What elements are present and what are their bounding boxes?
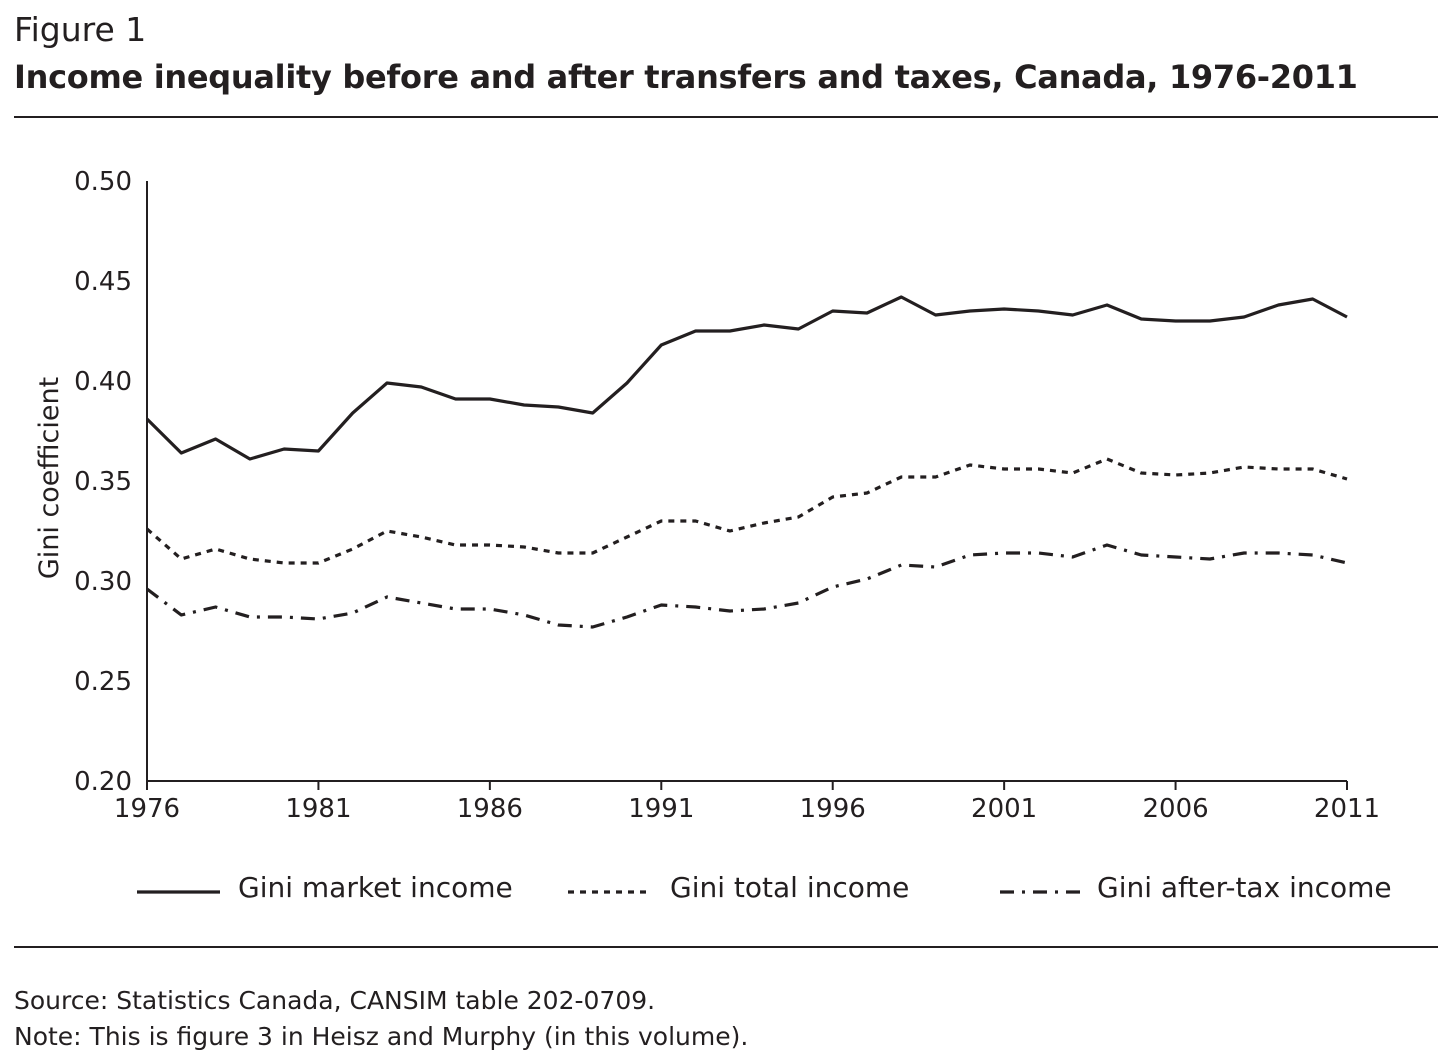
series-line-gini-total-income: [145, 457, 1348, 565]
legend-label: Gini market income: [238, 871, 513, 904]
top-divider: [14, 116, 1438, 118]
legend-label: Gini total income: [670, 871, 909, 904]
x-tick-label: 1981: [285, 794, 351, 824]
x-tick-label: 1996: [800, 794, 866, 824]
y-tick-label: 0.30: [74, 567, 132, 597]
series-lines: [145, 295, 1348, 629]
x-tick-label: 1976: [114, 794, 180, 824]
y-tick-label: 0.25: [74, 667, 132, 697]
series-line-gini-after-tax-income: [146, 543, 1348, 629]
y-tick-label: 0.20: [74, 767, 132, 797]
x-tick-label: 2001: [971, 794, 1037, 824]
series-line-gini-market-income: [145, 295, 1348, 461]
y-axis-label: Gini coefficient: [34, 377, 65, 579]
x-tick-label: 2006: [1142, 794, 1208, 824]
gini-line-chart: 0.20 0.25 0.30 0.35 0.40 0.45 0.50 1976 1981 198…: [34, 167, 1392, 904]
y-tick-label: 0.45: [74, 267, 132, 297]
y-axis: 0.20 0.25 0.30 0.35 0.40 0.45 0.50: [74, 167, 148, 797]
legend: Gini market income Gini total income Gini …: [137, 871, 1392, 904]
y-tick-label: 0.50: [74, 167, 132, 197]
x-tick-label: 1991: [628, 794, 694, 824]
legend-label: Gini after-tax income: [1097, 871, 1392, 904]
source-note: Source: Statistics Canada, CANSIM table …: [14, 986, 656, 1015]
bottom-divider: [14, 946, 1438, 948]
x-tick-label: 2011: [1314, 794, 1380, 824]
figure-note: Note: This is figure 3 in Heisz and Murp…: [14, 1022, 749, 1051]
y-tick-label: 0.35: [74, 467, 132, 497]
x-axis: 1976 1981 1986 1991 1996 2001 2006 2011: [114, 780, 1380, 824]
x-tick-label: 1986: [457, 794, 523, 824]
y-tick-label: 0.40: [74, 367, 132, 397]
figure-label: Figure 1: [14, 10, 147, 49]
figure-title: Income inequality before and after trans…: [14, 58, 1358, 96]
